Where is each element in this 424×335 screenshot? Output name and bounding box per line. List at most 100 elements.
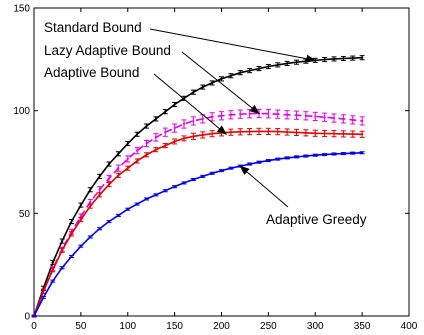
axis-ticks: 0 50 100 150 200 250 300 350 400 0 50 100 150: [13, 4, 417, 333]
x-tick-label: 100: [119, 321, 136, 332]
data-point: [126, 142, 129, 145]
annotation-standard-bound: Standard Bound: [44, 20, 142, 35]
data-point: [154, 148, 157, 151]
error-bar: [303, 154, 309, 158]
data-point: [239, 130, 242, 133]
error-bar: [256, 160, 262, 164]
error-bar: [209, 171, 215, 175]
error-bar: [181, 181, 187, 185]
error-bar: [190, 132, 196, 140]
error-bar: [153, 133, 159, 142]
data-point: [173, 127, 176, 130]
data-point: [51, 268, 54, 271]
error-bar: [153, 116, 159, 122]
error-bar: [359, 55, 365, 61]
error-bar: [144, 139, 149, 148]
data-point: [182, 181, 186, 185]
error-bar: [275, 62, 281, 68]
data-point: [342, 117, 345, 120]
error-bar: [172, 138, 178, 145]
error-bar: [200, 174, 206, 178]
error-bar: [144, 197, 149, 201]
error-bar: [228, 73, 234, 79]
data-point: [70, 220, 73, 223]
error-bar: [172, 185, 178, 189]
x-tick-label: 350: [354, 321, 371, 332]
data-point: [61, 266, 64, 269]
error-bar: [247, 162, 253, 166]
error-bar: [359, 116, 365, 126]
data-point: [89, 200, 92, 204]
error-bar: [134, 202, 140, 206]
data-point: [192, 91, 195, 94]
data-point: [89, 188, 92, 191]
data-point: [164, 131, 167, 134]
data-point: [107, 177, 111, 180]
error-bar: [237, 109, 243, 119]
data-point: [286, 156, 289, 159]
error-bar: [312, 153, 318, 157]
error-bar: [144, 152, 149, 158]
error-bar: [340, 152, 346, 156]
data-point: [323, 132, 326, 135]
error-bar: [322, 56, 328, 63]
error-bar: [115, 213, 121, 217]
data-point: [201, 133, 204, 136]
data-point: [229, 167, 232, 170]
data-point: [361, 56, 364, 59]
error-bar: [78, 202, 84, 208]
data-point: [361, 133, 364, 136]
error-bar: [153, 193, 159, 197]
data-point: [70, 255, 73, 258]
error-bar: [115, 172, 121, 178]
data-point: [173, 140, 176, 143]
data-point: [276, 63, 279, 66]
data-point: [295, 61, 298, 64]
data-point: [314, 154, 317, 157]
error-bar: [303, 111, 309, 121]
error-bar: [69, 231, 74, 237]
data-point: [229, 113, 232, 116]
data-point: [351, 118, 354, 122]
error-bar: [340, 130, 346, 138]
data-point: [89, 205, 92, 208]
error-bar: [284, 128, 290, 136]
data-point: [304, 131, 307, 134]
error-bar: [97, 192, 103, 198]
error-bar: [219, 76, 224, 82]
data-point: [276, 158, 279, 161]
error-bar: [284, 60, 290, 66]
data-point: [220, 131, 223, 134]
data-point: [342, 57, 345, 60]
error-bar: [284, 156, 290, 160]
data-point: [229, 74, 232, 77]
error-bar: [172, 123, 178, 133]
data-point: [98, 227, 101, 230]
data-point: [342, 152, 345, 155]
data-point: [304, 154, 307, 158]
data-point: [107, 162, 111, 166]
data-point: [117, 152, 120, 155]
data-point: [257, 130, 261, 133]
error-bar: [125, 155, 131, 163]
error-bar: [228, 128, 234, 136]
data-point: [107, 183, 111, 186]
annotation-arrow: [239, 165, 289, 208]
error-bar: [134, 147, 140, 155]
data-point: [192, 135, 195, 138]
data-point: [42, 290, 45, 293]
data-point: [248, 162, 251, 166]
y-tick-label: 100: [13, 106, 30, 117]
error-bar: [50, 267, 56, 273]
error-bar: [106, 161, 112, 167]
error-bar: [303, 129, 309, 137]
y-tick-label: 50: [19, 209, 31, 220]
error-bar: [153, 147, 159, 153]
error-bar: [350, 130, 356, 138]
error-bar: [50, 279, 56, 283]
error-bar: [322, 153, 328, 157]
error-bar: [331, 113, 337, 123]
annotation-adaptive-greedy: Adaptive Greedy: [266, 212, 367, 227]
error-bar: [97, 173, 103, 179]
data-point: [276, 113, 279, 116]
